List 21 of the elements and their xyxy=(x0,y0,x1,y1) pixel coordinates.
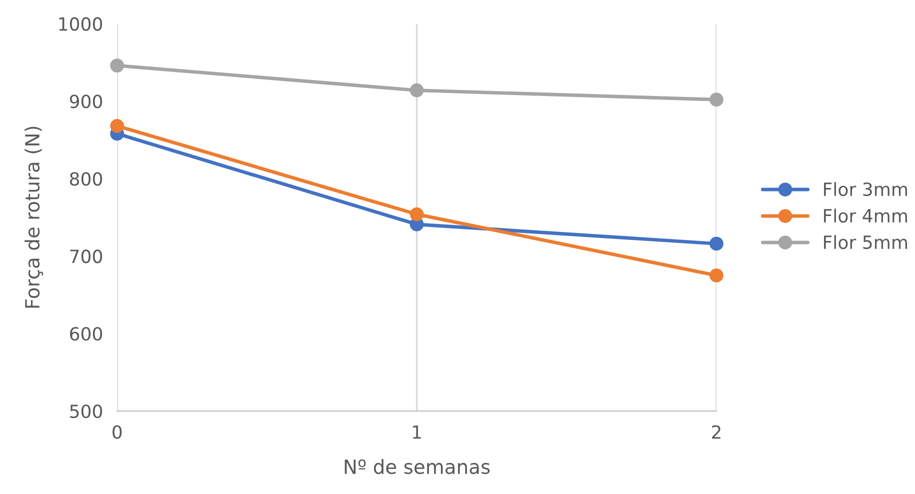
point xyxy=(110,58,124,72)
point xyxy=(710,236,724,251)
y-tick-label: 1000 xyxy=(59,17,102,31)
point xyxy=(110,119,124,133)
x-tick-label: 1 xyxy=(413,425,421,439)
x-tick-label: 0 xyxy=(112,425,122,439)
point xyxy=(710,268,724,282)
x-tick-label: 2 xyxy=(712,425,720,439)
point xyxy=(410,83,424,98)
y-tick-label: 700 xyxy=(70,250,102,264)
point xyxy=(710,92,724,107)
y-tick-label: 900 xyxy=(70,94,102,108)
y-tick-label: 500 xyxy=(70,404,102,418)
legend-label: Flor 4mm xyxy=(824,208,907,223)
point xyxy=(410,207,424,222)
legend-label: Flor 5mm xyxy=(824,235,907,250)
legend-label: Flor 3mm xyxy=(824,182,907,196)
y-tick-label: 800 xyxy=(70,172,102,186)
y-axis-title: Força de rotura (N) xyxy=(24,126,44,308)
y-tick-label: 600 xyxy=(70,327,102,341)
x-axis-title: Nº de semanas xyxy=(344,459,490,474)
